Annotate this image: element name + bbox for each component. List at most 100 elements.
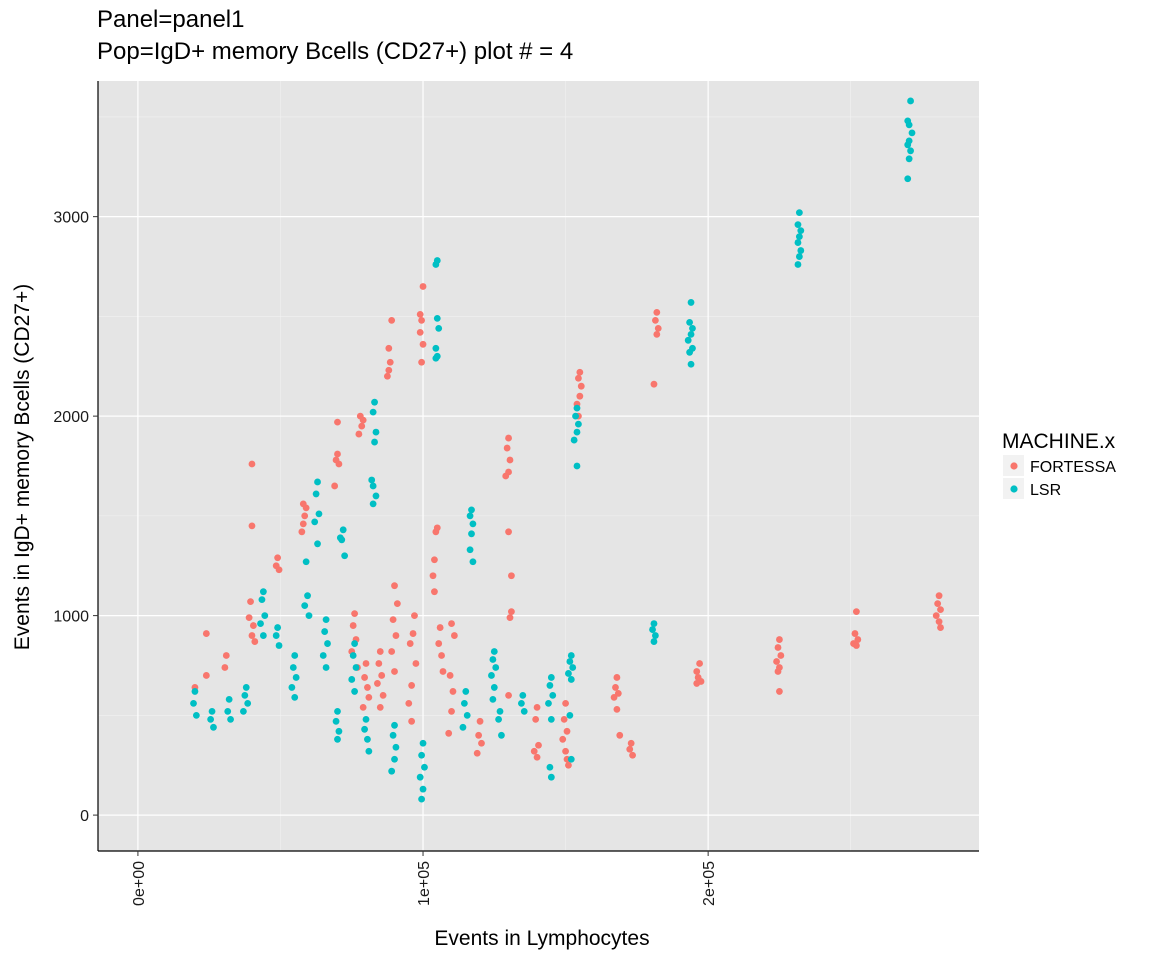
data-point bbox=[532, 715, 540, 723]
data-point bbox=[488, 672, 495, 679]
data-point bbox=[191, 688, 199, 695]
data-point bbox=[466, 512, 474, 520]
data-point bbox=[566, 658, 574, 665]
data-point bbox=[388, 767, 396, 775]
data-point bbox=[351, 688, 359, 695]
data-point bbox=[190, 699, 197, 707]
data-point bbox=[405, 699, 413, 707]
data-point bbox=[776, 636, 783, 643]
data-point bbox=[475, 731, 483, 739]
data-point bbox=[505, 692, 512, 699]
data-point bbox=[445, 729, 453, 737]
data-point bbox=[418, 316, 426, 324]
data-point bbox=[794, 239, 802, 246]
data-point bbox=[794, 261, 802, 268]
data-point bbox=[795, 253, 803, 260]
data-point bbox=[369, 482, 377, 490]
data-point bbox=[492, 664, 500, 671]
data-point bbox=[371, 438, 378, 446]
data-point bbox=[547, 715, 555, 723]
data-point bbox=[352, 664, 360, 671]
data-point bbox=[905, 155, 913, 163]
y-tick-label: 3000 bbox=[53, 210, 89, 227]
y-tick-label: 0 bbox=[80, 808, 89, 825]
data-point bbox=[490, 648, 498, 655]
data-point bbox=[573, 404, 581, 412]
data-point bbox=[355, 430, 363, 438]
data-point bbox=[533, 753, 541, 761]
data-point bbox=[274, 624, 282, 631]
data-point bbox=[429, 572, 437, 580]
data-point bbox=[495, 715, 502, 723]
data-point bbox=[476, 717, 484, 725]
y-axis-label: Events in IgD+ memory Bcells (CD27+) bbox=[11, 284, 34, 650]
data-point bbox=[241, 692, 249, 699]
data-point bbox=[934, 600, 942, 608]
x-axis-label: Events in Lymphocytes bbox=[434, 927, 649, 950]
data-point bbox=[298, 528, 306, 536]
data-point bbox=[245, 614, 253, 622]
data-point bbox=[650, 620, 658, 627]
data-point bbox=[573, 462, 581, 470]
data-point bbox=[251, 638, 259, 645]
data-point bbox=[687, 330, 695, 338]
data-point bbox=[563, 727, 571, 735]
data-point bbox=[412, 660, 420, 667]
data-point bbox=[321, 628, 329, 635]
data-point bbox=[776, 688, 783, 695]
data-point bbox=[498, 731, 505, 739]
data-point bbox=[385, 344, 393, 352]
data-point bbox=[315, 510, 323, 518]
data-point bbox=[547, 674, 555, 681]
data-point bbox=[460, 699, 468, 707]
data-point bbox=[908, 129, 916, 137]
data-point bbox=[421, 763, 428, 771]
data-point bbox=[339, 526, 347, 534]
data-point bbox=[904, 175, 912, 183]
data-point bbox=[448, 620, 455, 627]
data-point bbox=[362, 660, 370, 667]
data-point bbox=[322, 616, 330, 624]
data-point bbox=[314, 540, 321, 548]
data-point bbox=[651, 316, 659, 324]
data-point bbox=[489, 656, 497, 663]
data-point bbox=[419, 340, 427, 348]
data-point bbox=[490, 684, 498, 691]
data-point bbox=[567, 676, 575, 683]
data-point bbox=[416, 328, 424, 336]
data-point bbox=[372, 492, 380, 500]
data-point bbox=[259, 588, 267, 596]
data-point bbox=[468, 506, 475, 514]
data-point bbox=[651, 632, 659, 639]
data-point bbox=[386, 358, 394, 366]
data-point bbox=[496, 707, 504, 715]
data-point bbox=[576, 392, 584, 400]
plot-panel bbox=[98, 81, 979, 851]
data-point bbox=[502, 472, 510, 480]
data-point bbox=[489, 695, 497, 703]
data-point bbox=[334, 735, 341, 743]
data-point bbox=[311, 518, 319, 526]
data-point bbox=[907, 147, 914, 155]
data-point bbox=[392, 743, 400, 751]
data-point bbox=[368, 476, 376, 484]
x-tick-label: 1e+05 bbox=[416, 861, 433, 906]
data-point bbox=[629, 751, 636, 759]
data-point bbox=[851, 630, 859, 637]
data-point bbox=[432, 354, 440, 362]
data-point bbox=[291, 652, 299, 659]
data-point bbox=[351, 640, 359, 647]
y-tick-label: 2000 bbox=[53, 409, 89, 426]
data-point bbox=[473, 749, 481, 757]
data-point bbox=[388, 648, 396, 655]
data-point bbox=[419, 739, 427, 747]
data-point bbox=[210, 723, 217, 731]
data-point bbox=[777, 652, 785, 659]
legend-key-fortessa bbox=[1010, 462, 1018, 470]
data-point bbox=[192, 711, 200, 719]
data-point bbox=[506, 456, 514, 464]
legend-title: MACHINE.x bbox=[1002, 430, 1116, 453]
data-point bbox=[248, 632, 256, 639]
data-point bbox=[517, 699, 525, 707]
